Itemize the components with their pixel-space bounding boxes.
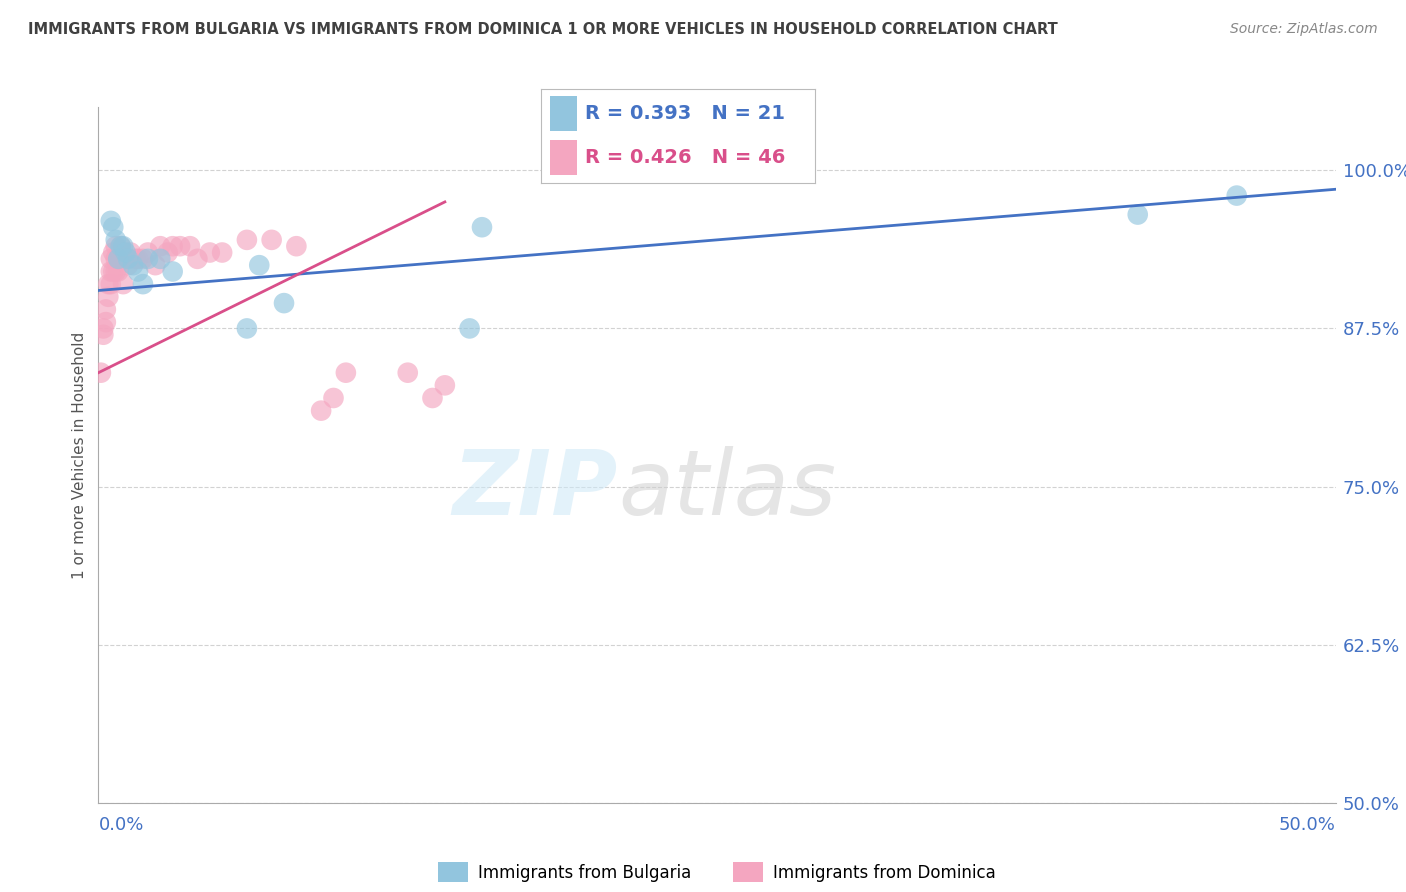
Legend: Immigrants from Bulgaria, Immigrants from Dominica: Immigrants from Bulgaria, Immigrants fro… [432,855,1002,888]
Text: 0.0%: 0.0% [98,816,143,834]
Point [104,233,127,247]
Point [247,258,270,272]
Point [90,366,112,380]
Point [94,302,117,317]
Point [149,239,172,253]
Point [156,245,179,260]
Point [114,245,136,260]
Point [100,264,122,278]
Point [335,366,357,380]
Point [103,245,125,260]
Point [162,264,184,278]
Point [396,366,419,380]
Point [122,258,145,272]
Point [179,239,201,253]
Point [285,239,308,253]
Point [127,264,149,278]
Point [1126,208,1149,222]
Point [1226,188,1249,202]
Bar [550,95,576,131]
Text: R = 0.426   N = 46: R = 0.426 N = 46 [585,148,786,167]
Point [93,321,115,335]
Point [471,220,494,235]
Point [104,239,127,253]
Point [97,277,120,292]
Bar [550,140,576,176]
Point [433,378,456,392]
Point [322,391,344,405]
Point [143,258,166,272]
Text: R = 0.393   N = 21: R = 0.393 N = 21 [585,104,785,123]
Point [136,245,159,260]
Point [260,233,283,247]
Text: IMMIGRANTS FROM BULGARIA VS IMMIGRANTS FROM DOMINICA 1 OR MORE VEHICLES IN HOUSE: IMMIGRANTS FROM BULGARIA VS IMMIGRANTS F… [28,22,1057,37]
Point [110,245,132,260]
Point [112,277,135,292]
Text: atlas: atlas [619,446,837,533]
Point [136,252,159,266]
Point [93,327,115,342]
Point [127,252,149,266]
Point [100,252,122,266]
Point [309,403,332,417]
Point [107,264,129,278]
Point [211,245,233,260]
Text: Source: ZipAtlas.com: Source: ZipAtlas.com [1230,22,1378,37]
Point [236,321,259,335]
Text: 50.0%: 50.0% [1279,816,1336,834]
Point [94,315,117,329]
Point [104,264,127,278]
Point [169,239,191,253]
Point [162,239,184,253]
Point [97,290,120,304]
Point [107,252,129,266]
Point [110,239,132,253]
Point [100,277,122,292]
Point [124,252,146,266]
Point [236,233,259,247]
Point [132,252,155,266]
Point [104,252,127,266]
Point [132,277,155,292]
Point [117,252,139,266]
Point [458,321,481,335]
Point [117,258,139,272]
Point [186,252,208,266]
Text: ZIP: ZIP [453,446,619,533]
Point [114,252,136,266]
Point [273,296,295,310]
Point [110,239,132,253]
Point [120,245,142,260]
Point [103,220,125,235]
Point [112,239,135,253]
Point [198,245,221,260]
Y-axis label: 1 or more Vehicles in Household: 1 or more Vehicles in Household [72,331,87,579]
Point [422,391,444,405]
Point [107,252,129,266]
Point [103,264,125,278]
Point [100,214,122,228]
Point [149,252,172,266]
Point [112,252,135,266]
